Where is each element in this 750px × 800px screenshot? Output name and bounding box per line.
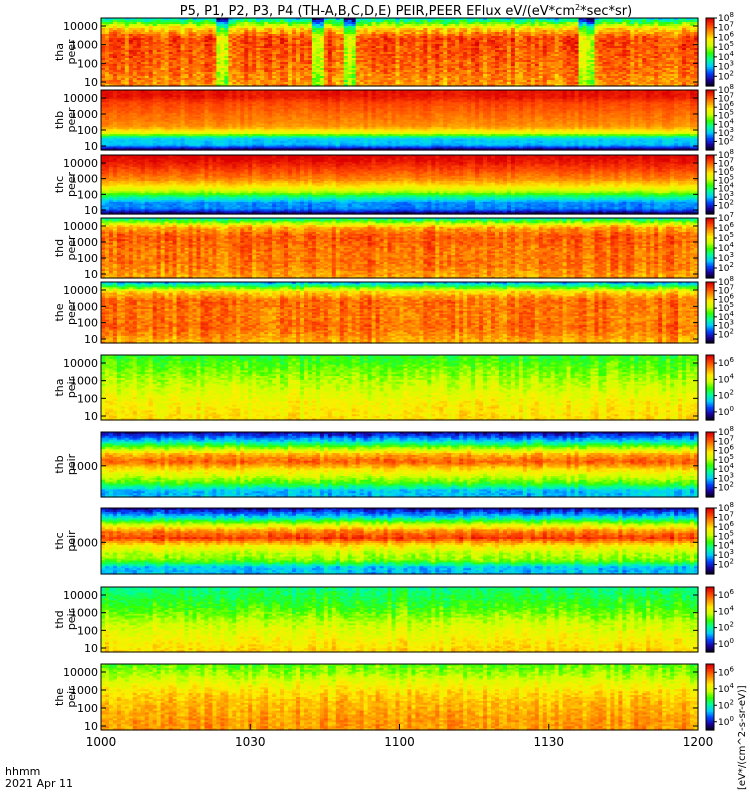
y-tick-label: 10000 xyxy=(63,284,98,297)
colorbar-tick-label: 106 xyxy=(718,588,734,601)
spectrogram-cells xyxy=(101,218,699,279)
colorbar-tick-label: 106 xyxy=(718,356,734,369)
spectrogram-cells xyxy=(101,155,699,215)
colorbar-tick-label: 102 xyxy=(718,621,734,634)
colorbar-tick-label: 102 xyxy=(718,389,734,402)
panel-species-label: peir xyxy=(65,608,78,630)
y-tick-label: 10 xyxy=(84,204,98,217)
colorbar-tick-label: 106 xyxy=(718,665,734,678)
panel-species-label: peir xyxy=(65,453,78,475)
y-tick-label: 10000 xyxy=(63,357,98,370)
spectrogram-cells xyxy=(101,587,699,653)
panel-species-label: peer xyxy=(65,107,78,133)
colorbar-tick-label: 104 xyxy=(718,682,734,695)
x-tick-label: 1000 xyxy=(86,735,117,749)
colorbar: 100 102 104 106 xyxy=(706,664,734,731)
y-tick-label: 10000 xyxy=(63,157,98,170)
colorbar-tick-label: 100 xyxy=(718,715,734,728)
y-tick-label: 10000 xyxy=(63,20,98,33)
y-tick-label: 100 xyxy=(77,624,98,637)
colorbar-tick-label: 100 xyxy=(718,637,734,650)
spectrogram-cells xyxy=(101,508,699,575)
y-tick-label: 10 xyxy=(84,720,98,733)
x-tick-label: 1130 xyxy=(533,735,564,749)
panel-species-label: peir xyxy=(65,376,78,398)
colorbar-tick-label: 104 xyxy=(718,604,734,617)
colorbar-tick-label: 102 xyxy=(718,698,734,711)
y-tick-label: 10 xyxy=(84,140,98,153)
y-tick-label: 100 xyxy=(77,317,98,330)
y-tick-label: 100 xyxy=(77,252,98,265)
y-tick-label: 10 xyxy=(84,410,98,423)
y-tick-label: 100 xyxy=(77,188,98,201)
y-tick-label: 100 xyxy=(77,702,98,715)
y-tick-label: 100 xyxy=(77,57,98,70)
x-tick-label: 1030 xyxy=(235,735,266,749)
panel-species-label: peer xyxy=(65,172,78,198)
x-axis-label-date: 2021 Apr 11 xyxy=(5,777,73,790)
spectrogram-cells xyxy=(101,282,699,344)
y-tick-label: 10000 xyxy=(63,92,98,105)
y-tick-label: 10000 xyxy=(63,220,98,233)
spectrogram-cells xyxy=(101,432,699,498)
chart-title: P5, P1, P2, P3, P4 (TH-A,B,C,D,E) PEIR,P… xyxy=(180,3,632,19)
colorbar-tick-label: 104 xyxy=(718,372,734,385)
spectrogram-cells xyxy=(101,355,699,421)
y-tick-label: 10 xyxy=(84,642,98,655)
panel-species-label: peer xyxy=(65,39,78,65)
x-tick-label: 1100 xyxy=(384,735,415,749)
y-tick-label: 10 xyxy=(84,333,98,346)
spectrogram-cells xyxy=(101,664,699,731)
y-tick-label: 10000 xyxy=(63,666,98,679)
x-tick-label: 1200 xyxy=(683,735,714,749)
spectrogram-cells xyxy=(101,90,699,151)
panel-species-label: peer xyxy=(65,300,78,326)
colorbar-tick-label: 100 xyxy=(718,405,734,418)
panel-species-label: peir xyxy=(65,686,78,708)
y-tick-label: 10 xyxy=(84,268,98,281)
y-tick-label: 10000 xyxy=(63,589,98,602)
y-tick-label: 10 xyxy=(84,76,98,89)
y-tick-label: 100 xyxy=(77,124,98,137)
panel-species-label: peir xyxy=(65,530,78,552)
spectrogram-cells xyxy=(101,18,699,87)
colorbar-units-label: [eV*/(cm^2-s-sr-eV)] xyxy=(737,685,748,790)
colorbar: 100 102 104 106 xyxy=(706,587,734,653)
y-tick-label: 100 xyxy=(77,392,98,405)
colorbar: 100 102 104 106 xyxy=(706,355,734,421)
panel-species-label: peer xyxy=(65,235,78,261)
